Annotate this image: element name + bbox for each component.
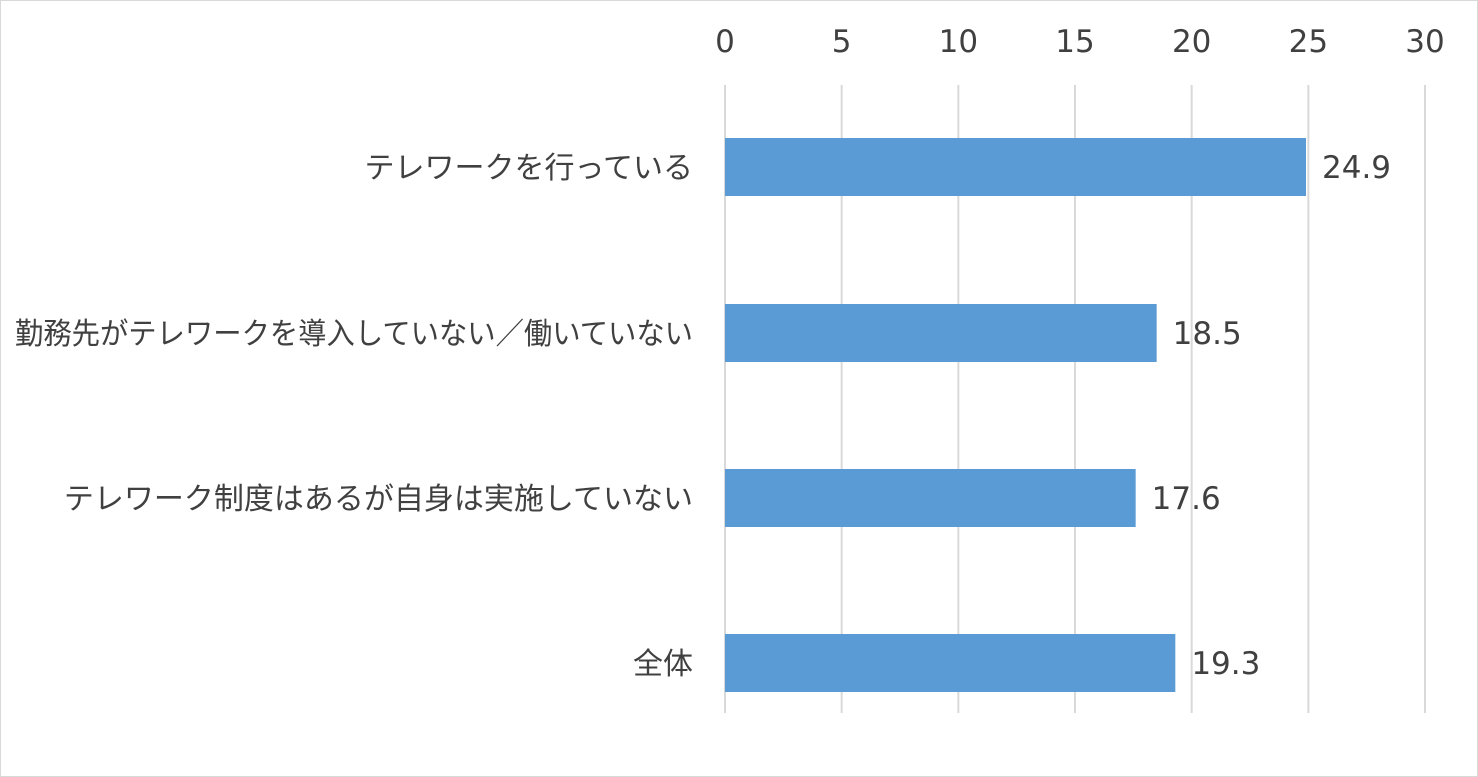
category-label: テレワークを行っている [365,151,694,186]
bar [725,138,1306,196]
data-label: 17.6 [1152,481,1221,517]
x-tick-label: 10 [939,24,978,60]
bar [725,304,1157,362]
category-label: 勤務先がテレワークを導入していない／働いていない [15,317,693,352]
category-labels: テレワークを行っている勤務先がテレワークを導入していない／働いていないテレワーク… [15,151,693,682]
x-tick-label: 30 [1405,24,1444,60]
x-tick-label: 5 [832,24,852,60]
bars [725,138,1306,692]
data-label: 19.3 [1191,646,1260,682]
category-label: テレワーク制度はあるが自身は実施していない [64,482,693,517]
category-label: 全体 [633,647,693,682]
data-label: 24.9 [1322,150,1391,186]
bar [725,634,1176,692]
data-label: 18.5 [1173,316,1242,352]
x-tick-label: 20 [1172,24,1211,60]
data-labels: 24.9 18.5 17.6 19.3 [1152,150,1391,682]
x-tick-label: 15 [1055,24,1094,60]
x-tick-label: 0 [715,24,735,60]
x-tick-label: 25 [1289,24,1328,60]
bar [725,469,1136,527]
x-axis-ticks: 0 5 10 15 20 25 30 [715,24,1445,60]
